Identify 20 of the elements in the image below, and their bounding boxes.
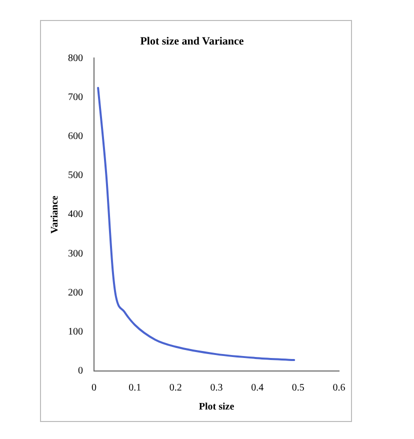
y-tick-label: 800 (68, 52, 83, 64)
x-tick-label: 0.5 (292, 382, 304, 394)
y-tick-label: 500 (68, 170, 83, 182)
y-tick-label: 100 (68, 326, 83, 338)
line-series (97, 86, 296, 362)
chart-title: Plot size and Variance (140, 35, 244, 48)
y-tick-label: 400 (68, 209, 83, 220)
y-tick-label: 0 (78, 366, 83, 377)
y-tick-label: 700 (68, 92, 83, 103)
y-axis-title: Variance (50, 195, 61, 234)
x-axis-title: Plot size (198, 402, 235, 413)
y-tick-label: 600 (68, 131, 83, 142)
x-tick-label: 0 (92, 382, 96, 394)
x-tick-label: 0.6 (332, 382, 346, 394)
x-tick-label: 0.4 (251, 382, 264, 394)
y-tick-label: 300 (68, 248, 83, 260)
x-tick-label: 0.2 (169, 382, 182, 394)
x-tick-label: 0.3 (210, 382, 223, 394)
x-tick-label: 0.1 (128, 382, 142, 394)
y-tick-label: 200 (68, 287, 83, 298)
